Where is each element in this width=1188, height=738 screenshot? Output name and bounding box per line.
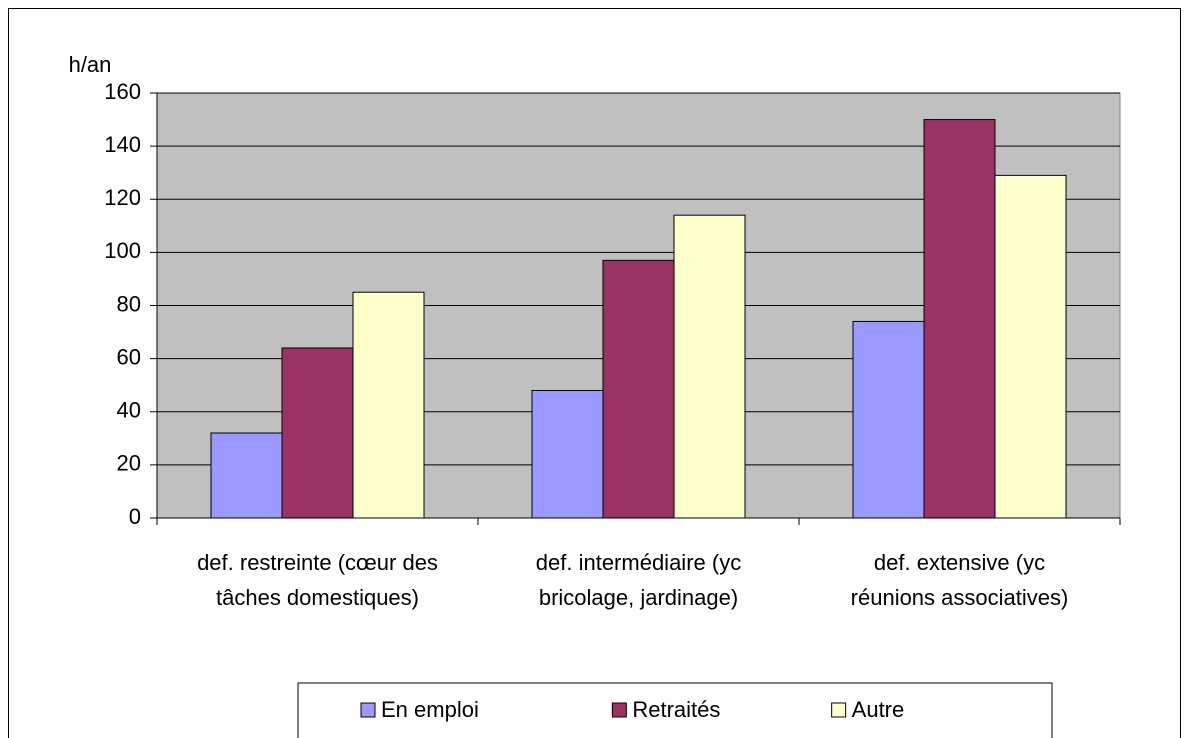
y-tick-label: 40 <box>117 398 141 423</box>
x-tick-label: def. restreinte (cœur des tâches domesti… <box>197 550 438 610</box>
y-tick-label: 0 <box>129 504 141 529</box>
bar <box>210 432 283 519</box>
y-tick-label: 60 <box>117 344 141 369</box>
bar <box>994 174 1067 519</box>
legend-label: Autre <box>852 697 905 722</box>
y-axis-label: h/an <box>69 52 112 77</box>
y-tick-label: 120 <box>104 185 141 210</box>
bar <box>923 119 996 519</box>
x-tick-label: def. intermédiaire (yc bricolage, jardin… <box>535 550 742 610</box>
y-tick-label: 20 <box>117 451 141 476</box>
bar <box>602 259 675 519</box>
bar <box>673 214 746 519</box>
y-tick-label: 140 <box>104 132 141 157</box>
bar <box>531 390 604 519</box>
y-tick-label: 80 <box>117 291 141 316</box>
x-tick-label: def. extensive (yc réunions associatives… <box>850 550 1069 610</box>
legend-swatch <box>831 702 847 718</box>
legend-swatch <box>611 702 627 718</box>
legend-label: En emploi <box>381 697 479 722</box>
bar <box>281 347 354 519</box>
chart-frame <box>8 8 1181 738</box>
bar <box>352 291 425 519</box>
legend-swatch <box>360 702 376 718</box>
legend-box <box>297 682 1053 738</box>
y-tick-label: 160 <box>104 79 141 104</box>
bar <box>852 320 925 519</box>
y-tick-label: 100 <box>104 238 141 263</box>
legend-label: Retraités <box>632 697 720 722</box>
